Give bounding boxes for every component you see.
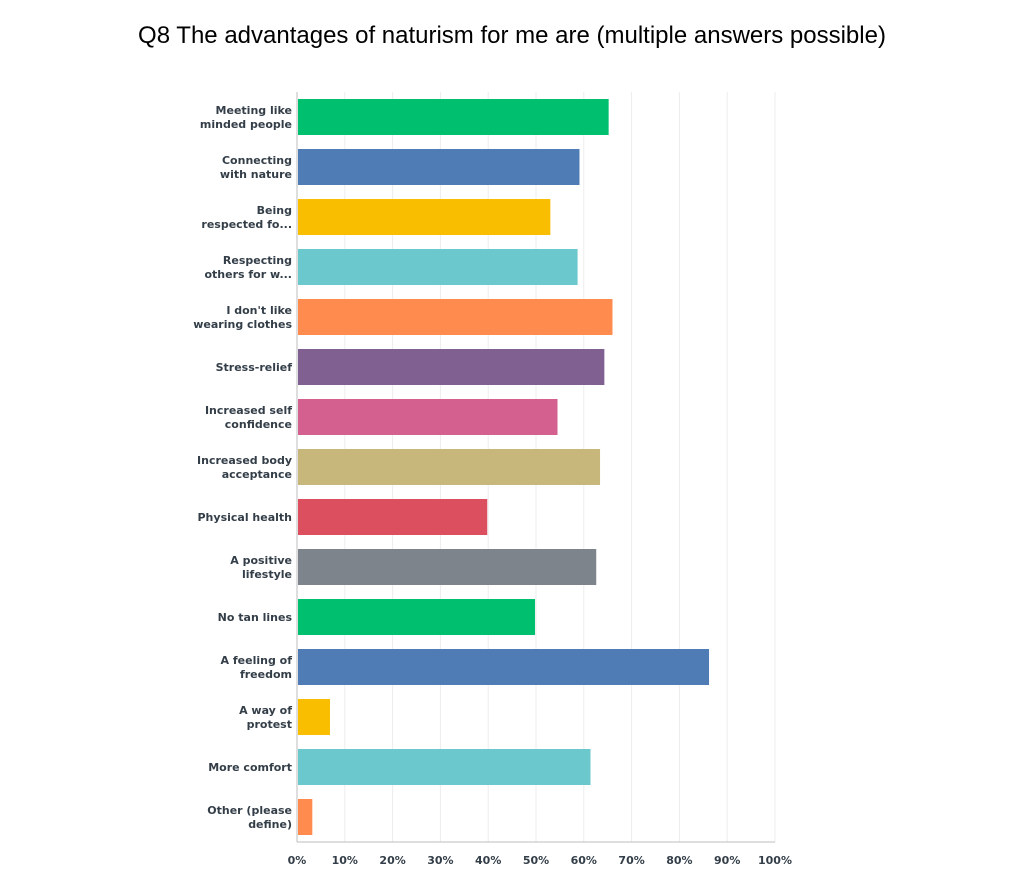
bar	[298, 149, 580, 185]
bar	[298, 699, 330, 735]
category-label: Meeting like minded people	[200, 104, 292, 131]
category-label: More comfort	[208, 761, 292, 774]
x-tick-label: 70%	[618, 854, 644, 867]
category-label: I don't like wearing clothes	[193, 304, 292, 331]
bar	[298, 99, 609, 135]
x-tick-label: 80%	[666, 854, 692, 867]
bar	[298, 549, 597, 585]
category-label: Being respected fo...	[201, 204, 292, 231]
bar	[298, 199, 551, 235]
bar	[298, 799, 313, 835]
category-label: Connecting with nature	[220, 154, 292, 181]
x-tick-label: 60%	[571, 854, 597, 867]
category-label: A feeling of freedom	[221, 654, 293, 681]
category-label: Physical health	[198, 511, 293, 524]
category-label: Increased body acceptance	[197, 454, 292, 481]
x-tick-label: 40%	[475, 854, 501, 867]
bar	[298, 499, 488, 535]
x-tick-label: 30%	[427, 854, 453, 867]
category-label: A way of protest	[239, 704, 292, 731]
category-label: A positive lifestyle	[230, 554, 292, 581]
category-label: Stress-relief	[216, 361, 293, 374]
bar	[298, 649, 710, 685]
category-label: No tan lines	[218, 611, 293, 624]
category-labels: Meeting like minded people Connecting with …	[193, 104, 292, 831]
bar	[298, 599, 536, 635]
bar	[298, 349, 605, 385]
bar	[298, 399, 558, 435]
bar	[298, 749, 591, 785]
category-label: Increased self confidence	[205, 404, 292, 431]
bar	[298, 249, 578, 285]
category-label: Other (please define)	[207, 804, 292, 831]
x-tick-label: 0%	[288, 854, 307, 867]
x-tick-label: 50%	[523, 854, 549, 867]
bar	[298, 449, 601, 485]
axes	[296, 92, 775, 843]
x-tick-label: 90%	[714, 854, 740, 867]
x-tick-labels: 0% 10% 20% 30% 40% 50% 60% 70% 80% 90% 100%	[288, 854, 792, 867]
x-tick-label: 100%	[758, 854, 792, 867]
x-tick-label: 20%	[379, 854, 405, 867]
bar	[298, 299, 613, 335]
bars	[298, 99, 710, 835]
x-tick-label: 10%	[332, 854, 358, 867]
chart-title: Q8 The advantages of naturism for me are…	[138, 22, 886, 49]
category-label: Respecting others for w...	[204, 254, 292, 281]
